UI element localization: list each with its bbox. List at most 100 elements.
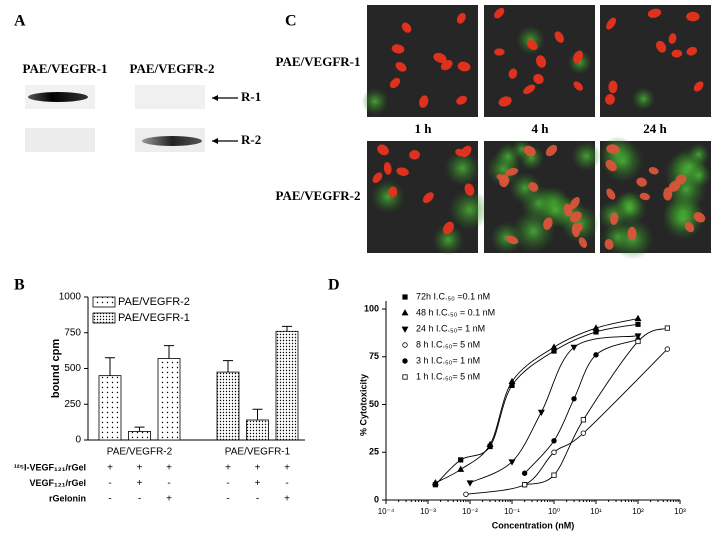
- nucleus: [523, 145, 536, 157]
- line-chart: D 0 25 50 75 100 10⁻⁴ 10⁻³ 10⁻² 10⁻¹ 10⁰ 10¹ 10² 10³ C…: [328, 277, 686, 531]
- micrograph: [367, 141, 490, 256]
- x-axis-label: Concentration (nM): [492, 520, 575, 530]
- nucleus: [505, 167, 519, 176]
- bar: [98, 375, 122, 441]
- nucleus: [409, 150, 421, 160]
- marker: [580, 417, 586, 423]
- nucleus: [693, 81, 704, 92]
- legend-marker: [402, 358, 408, 364]
- marker: [457, 465, 465, 472]
- panel-label: A: [14, 13, 26, 30]
- marker: [508, 459, 516, 466]
- treatment-sign: +: [284, 463, 290, 474]
- legend-marker: [402, 294, 408, 300]
- marker: [463, 491, 469, 497]
- y-axis-label: bound cpm: [50, 339, 62, 398]
- marker: [592, 324, 600, 331]
- marker: [580, 430, 587, 436]
- nucleus: [419, 95, 429, 108]
- nucleus: [528, 182, 539, 192]
- cytoplasm-stain: [571, 141, 602, 172]
- nucleus: [377, 144, 389, 156]
- nucleus: [464, 183, 475, 196]
- y-tick-label: 100: [364, 303, 379, 313]
- nucleus: [554, 31, 564, 43]
- row-label: PAE/VEGFR-2: [276, 188, 361, 203]
- legend-swatch: [92, 312, 116, 324]
- nucleus: [455, 148, 466, 157]
- cytoplasm-stain: [448, 189, 490, 231]
- nucleus: [571, 223, 583, 233]
- treatment-sign: -: [108, 494, 111, 505]
- treatment-sign: +: [225, 463, 231, 474]
- legend-marker: [402, 374, 408, 380]
- cytoplasm-stain: [686, 163, 712, 188]
- nucleus: [498, 96, 512, 107]
- marker: [551, 449, 557, 455]
- group-label: PAE/VEGFR-1: [225, 447, 291, 458]
- y-tick-label: 500: [64, 363, 81, 374]
- marker: [664, 346, 671, 352]
- x-tick-label: 10¹: [590, 507, 602, 516]
- bar: [157, 358, 181, 441]
- marker: [634, 333, 642, 340]
- y-tick-label: 75: [369, 351, 379, 361]
- marker: [571, 396, 577, 402]
- nucleus: [422, 192, 434, 204]
- y-tick-label: 750: [64, 327, 81, 338]
- nucleus: [506, 235, 519, 245]
- marker: [486, 440, 494, 448]
- treatment-sign: -: [226, 478, 229, 489]
- blot-band: [28, 92, 88, 102]
- band-label: R-1: [241, 89, 261, 104]
- panel-label: D: [328, 277, 340, 294]
- x-tick-label: 10²: [632, 507, 644, 516]
- nucleus: [636, 177, 647, 187]
- nucleus: [391, 44, 405, 54]
- nucleus: [388, 186, 398, 198]
- marker: [537, 409, 545, 416]
- nucleus: [610, 212, 619, 226]
- nucleus: [573, 81, 583, 91]
- marker: [570, 344, 578, 352]
- panel-label: C: [285, 13, 297, 30]
- nucleus: [671, 49, 683, 58]
- blot-band: [142, 136, 202, 146]
- marker: [593, 352, 599, 358]
- marker: [635, 321, 641, 327]
- legend-marker: [401, 309, 409, 316]
- nucleus: [606, 17, 617, 30]
- marker: [551, 438, 557, 444]
- column-label: PAE/VEGFR-1: [23, 61, 108, 76]
- marker: [431, 478, 439, 486]
- nucleus: [627, 226, 637, 241]
- marker: [550, 343, 558, 350]
- nucleus: [663, 187, 673, 201]
- marker: [635, 338, 641, 345]
- treatment-label: rGelonin: [49, 493, 86, 503]
- nucleus: [389, 77, 401, 89]
- micrograph: [600, 5, 711, 117]
- nucleus: [499, 174, 510, 188]
- treatment-sign: +: [284, 494, 290, 505]
- treatment-sign: -: [256, 494, 259, 505]
- treatment-label: VEGF₁₂₁/rGel: [30, 478, 86, 488]
- x-tick-label: 10⁻¹: [504, 507, 520, 516]
- nucleus: [395, 61, 407, 72]
- micrograph: [484, 5, 595, 117]
- nucleus: [372, 172, 383, 183]
- error-bar: [105, 357, 115, 376]
- nucleus: [508, 68, 518, 79]
- nucleus: [526, 39, 538, 51]
- micrograph-background: [600, 5, 711, 117]
- nucleus: [457, 61, 471, 72]
- nucleus: [401, 22, 412, 33]
- nucleus: [656, 40, 667, 53]
- legend-marker: [402, 342, 408, 348]
- nucleus: [543, 217, 553, 230]
- bar: [246, 419, 269, 441]
- treatment-sign: -: [138, 494, 141, 505]
- error-bar: [134, 426, 145, 432]
- nucleus: [668, 33, 677, 44]
- fit-curve: [524, 339, 639, 474]
